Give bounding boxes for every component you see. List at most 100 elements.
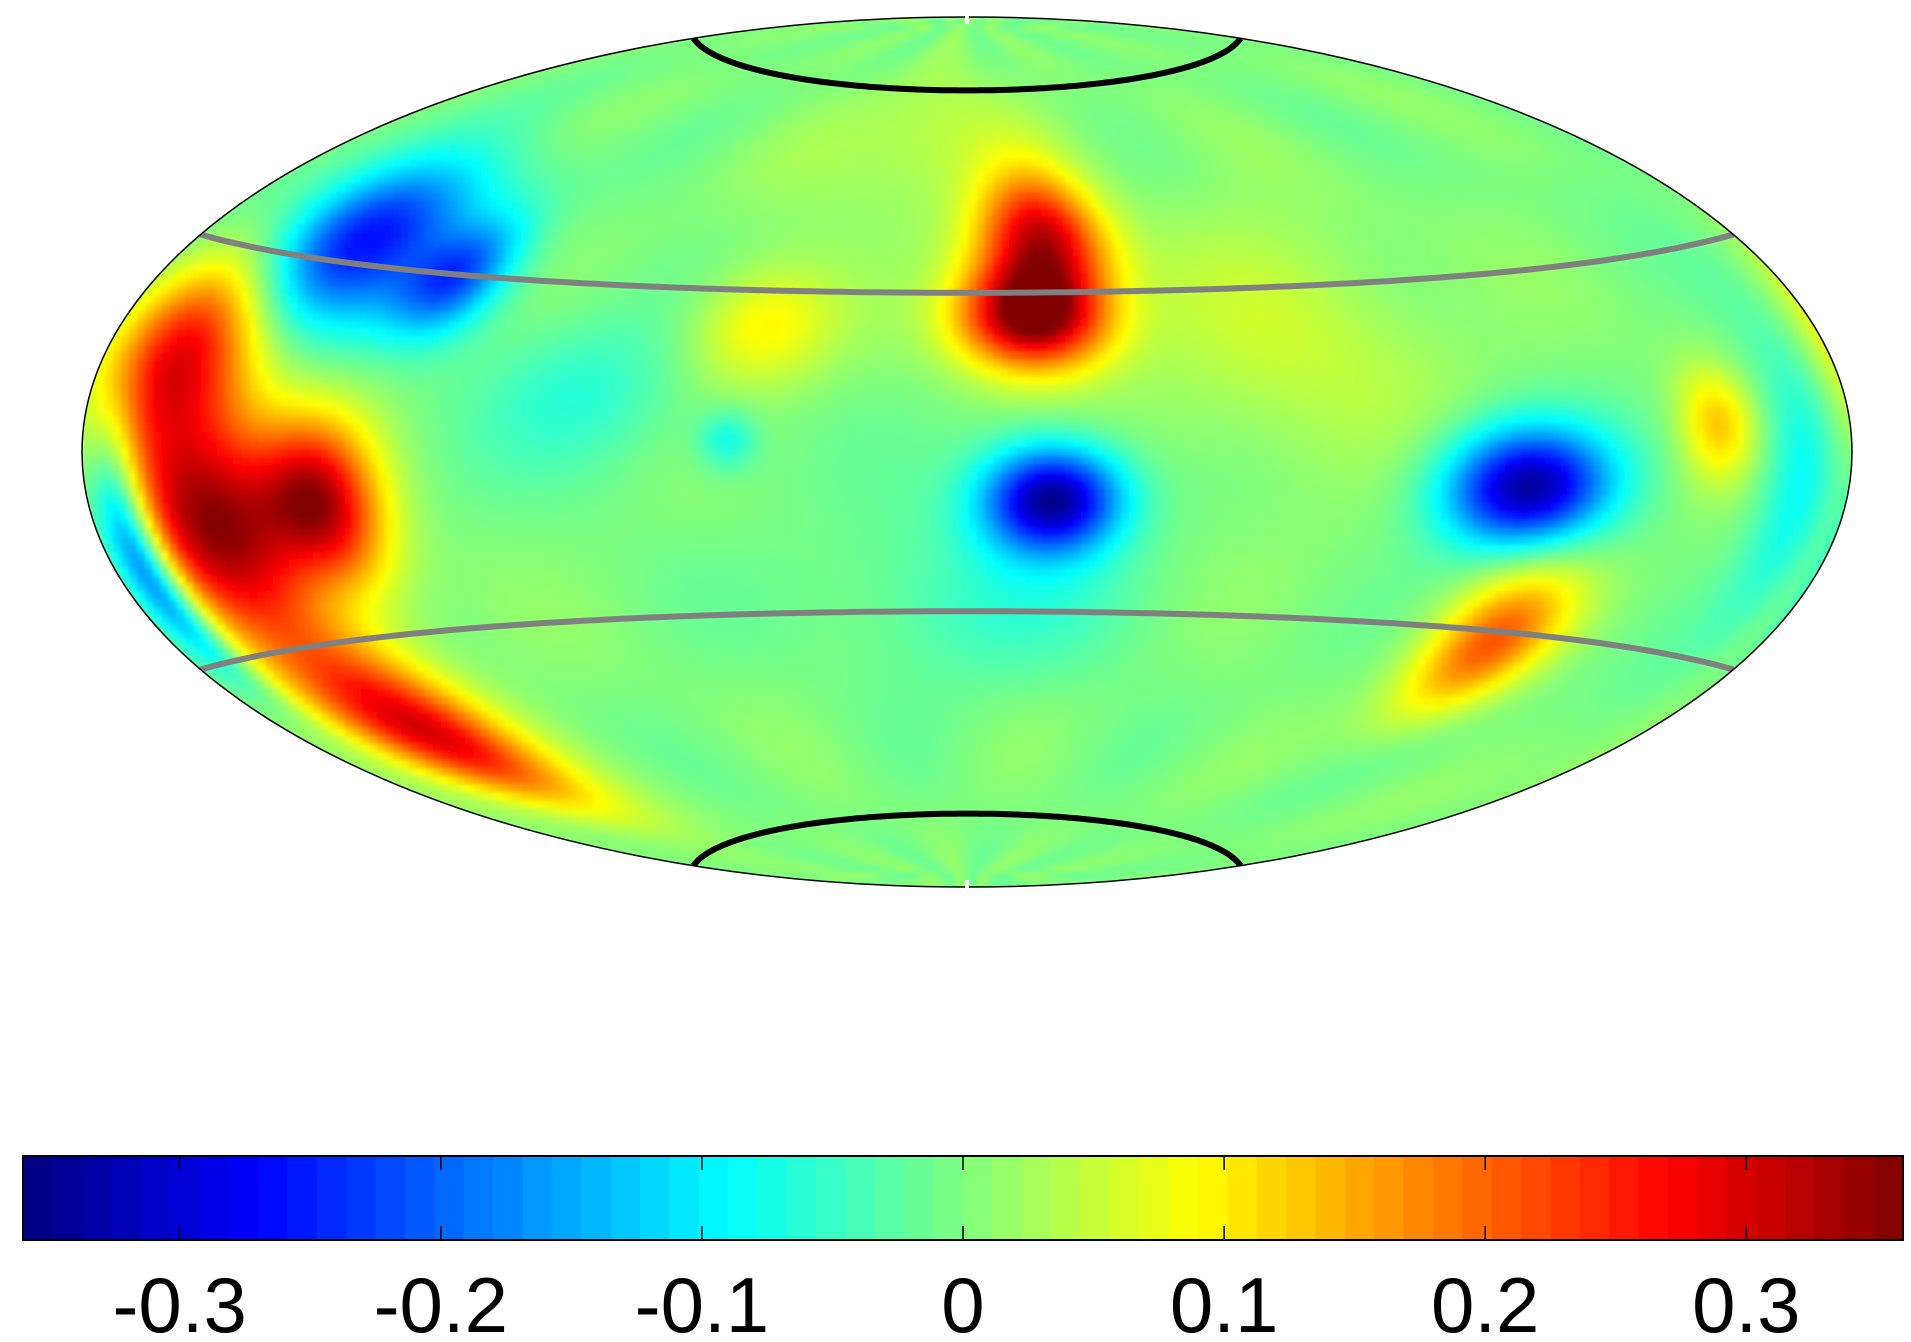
map-cell <box>1593 128 1603 138</box>
map-cell <box>969 17 979 26</box>
map-cell <box>249 112 259 122</box>
map-cell <box>393 96 403 106</box>
map-cell <box>777 17 787 26</box>
map-cell <box>1625 32 1635 42</box>
map-cell <box>1729 56 1739 66</box>
map-cell <box>281 56 291 66</box>
map-cell <box>617 32 627 42</box>
map-cell <box>849 88 859 98</box>
map-cell <box>649 32 659 42</box>
map-cell <box>1529 40 1539 50</box>
map-cell <box>1633 96 1643 106</box>
map-cell <box>1345 72 1355 82</box>
map-cell <box>241 72 251 82</box>
map-cell <box>1761 40 1771 50</box>
map-cell <box>945 56 955 66</box>
map-cell <box>761 32 771 42</box>
map-cell <box>345 80 355 90</box>
map-cell <box>1705 168 1715 178</box>
map-cell <box>161 80 171 90</box>
map-cell <box>433 40 443 50</box>
map-cell <box>1593 120 1603 130</box>
map-cell <box>497 17 507 26</box>
map-cell <box>409 40 419 50</box>
map-cell <box>1057 48 1067 58</box>
map-cell <box>1713 184 1723 194</box>
map-cell <box>121 88 131 98</box>
map-cell <box>1753 56 1763 66</box>
map-cell <box>82 112 91 122</box>
map-cell <box>1217 80 1227 90</box>
map-cell <box>1233 88 1243 98</box>
map-cell <box>129 152 139 162</box>
map-cell <box>537 24 547 34</box>
map-cell <box>145 40 155 50</box>
map-cell <box>1009 32 1019 42</box>
map-cell <box>889 17 899 26</box>
map-cell <box>1305 24 1315 34</box>
map-cell <box>1849 24 1852 34</box>
map-cell <box>1673 17 1683 26</box>
map-cell <box>329 136 339 146</box>
map-cell <box>721 64 731 74</box>
map-cell <box>1697 96 1707 106</box>
map-cell <box>889 64 899 74</box>
map-cell <box>617 64 627 74</box>
map-cell <box>489 48 499 58</box>
map-cell <box>1761 48 1771 58</box>
map-cell <box>1425 56 1435 66</box>
map-cell <box>1785 160 1795 170</box>
map-cell <box>545 72 555 82</box>
map-cell <box>425 64 435 74</box>
map-cell <box>1721 144 1731 154</box>
map-cell <box>1529 56 1539 66</box>
map-cell <box>1577 120 1587 130</box>
map-cell <box>473 64 483 74</box>
map-cell <box>641 96 651 106</box>
map-cell <box>1321 80 1331 90</box>
map-cell <box>1713 176 1723 186</box>
map-cell <box>1833 17 1843 26</box>
map-cell <box>449 40 459 50</box>
map-cell <box>1713 64 1723 74</box>
map-cell <box>89 24 99 34</box>
map-cell <box>209 32 219 42</box>
map-cell <box>1025 88 1035 98</box>
map-cell <box>241 168 251 178</box>
map-cell <box>281 104 291 114</box>
map-cell <box>297 88 307 98</box>
map-cell <box>1337 24 1347 34</box>
map-cell <box>1497 72 1507 82</box>
map-cell <box>185 17 195 26</box>
map-cell <box>481 96 491 106</box>
map-cell <box>1713 72 1723 82</box>
map-cell <box>1313 17 1323 26</box>
map-cell <box>865 17 875 26</box>
map-cell <box>921 80 931 90</box>
map-cell <box>97 120 107 130</box>
map-cell <box>1297 56 1307 66</box>
map-cell <box>1761 184 1771 194</box>
map-cell <box>273 32 283 42</box>
map-cell <box>1673 96 1683 106</box>
map-cell <box>1529 80 1539 90</box>
map-cell <box>833 48 843 58</box>
map-cell <box>457 64 467 74</box>
map-cell <box>1721 40 1731 50</box>
map-cell <box>82 32 91 42</box>
map-cell <box>833 56 843 66</box>
map-cell <box>521 32 531 42</box>
map-cell <box>1769 120 1779 130</box>
map-cell <box>1841 152 1851 162</box>
map-cell <box>489 32 499 42</box>
map-cell <box>1033 64 1043 74</box>
map-cell <box>1681 48 1691 58</box>
map-cell <box>161 17 171 26</box>
map-cell <box>209 88 219 98</box>
map-cell <box>569 48 579 58</box>
map-cell <box>409 88 419 98</box>
map-cell <box>1657 72 1667 82</box>
map-cell <box>1417 56 1427 66</box>
map-cell <box>649 56 659 66</box>
map-cell <box>489 96 499 106</box>
